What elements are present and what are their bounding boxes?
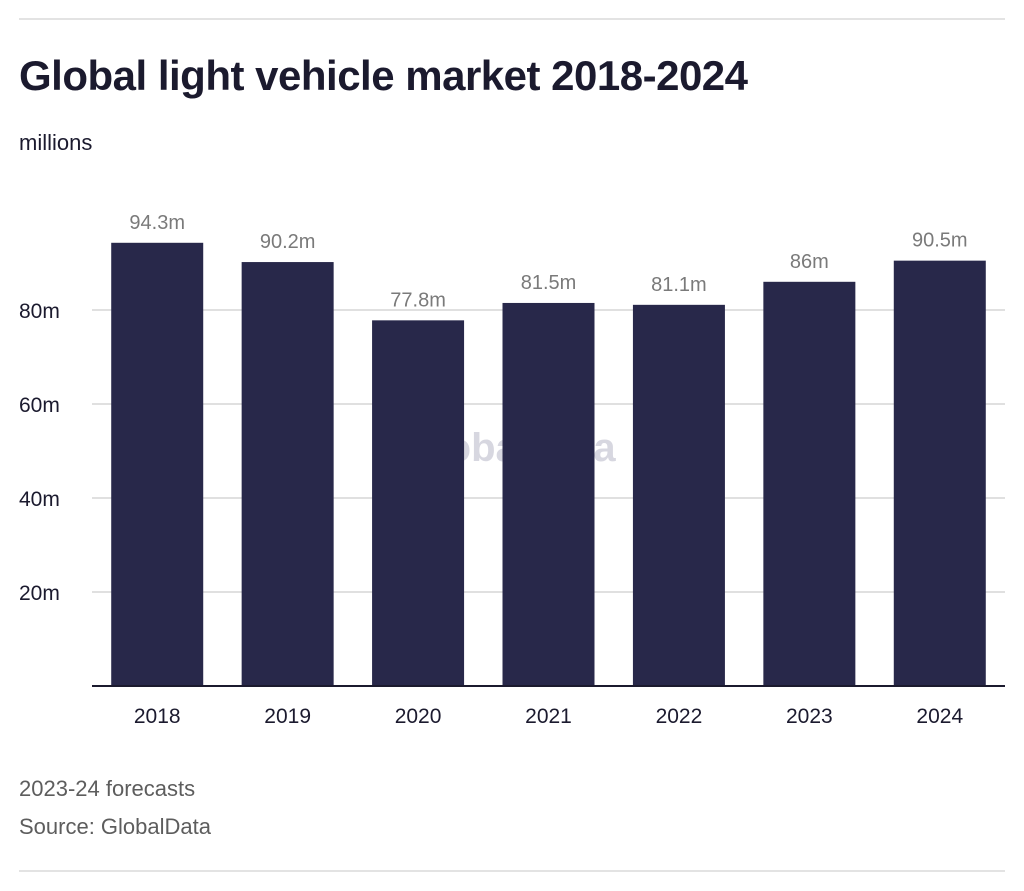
y-tick-label: 20m [19, 582, 60, 605]
source-note: Source: GlobalData [19, 814, 211, 839]
y-tick-label: 60m [19, 394, 60, 417]
x-tick-label: 2024 [916, 705, 963, 728]
bar-2021 [502, 302, 595, 686]
x-tick-label: 2022 [656, 705, 703, 728]
y-tick-label: 80m [19, 300, 60, 323]
x-tick-label: 2023 [786, 705, 833, 728]
data-label: 86m [790, 251, 829, 273]
bottom-divider [19, 870, 1005, 872]
data-label: 77.8m [390, 289, 446, 311]
data-label: 81.1m [651, 274, 707, 296]
x-tick-label: 2021 [525, 705, 572, 728]
data-label: 90.2m [260, 231, 316, 253]
x-tick-label: 2018 [134, 705, 181, 728]
forecast-note: 2023-24 forecasts [19, 776, 196, 801]
bar-2023 [763, 281, 856, 686]
bars [111, 242, 986, 687]
chart-subtitle: millions [19, 130, 93, 155]
data-label: 94.3m [129, 212, 185, 234]
y-axis: 20m 40m 60m 80m [19, 300, 60, 605]
x-tick-label: 2020 [395, 705, 442, 728]
x-tick-label: 2019 [264, 705, 311, 728]
y-tick-label: 40m [19, 488, 60, 511]
top-divider [19, 18, 1005, 20]
data-labels: 94.3m 90.2m 77.8m 81.5m 81.1m 86m 90.5m [129, 212, 967, 312]
chart-title: Global light vehicle market 2018-2024 [19, 52, 748, 99]
bar-2019 [241, 262, 334, 686]
bar-2020 [372, 320, 465, 686]
bar-2018 [111, 242, 204, 687]
bar-2024 [893, 260, 986, 686]
bar-2022 [632, 304, 725, 686]
data-label: 90.5m [912, 230, 968, 252]
x-axis: 2018 2019 2020 2021 2022 2023 2024 [92, 685, 1005, 728]
data-label: 81.5m [521, 272, 577, 294]
